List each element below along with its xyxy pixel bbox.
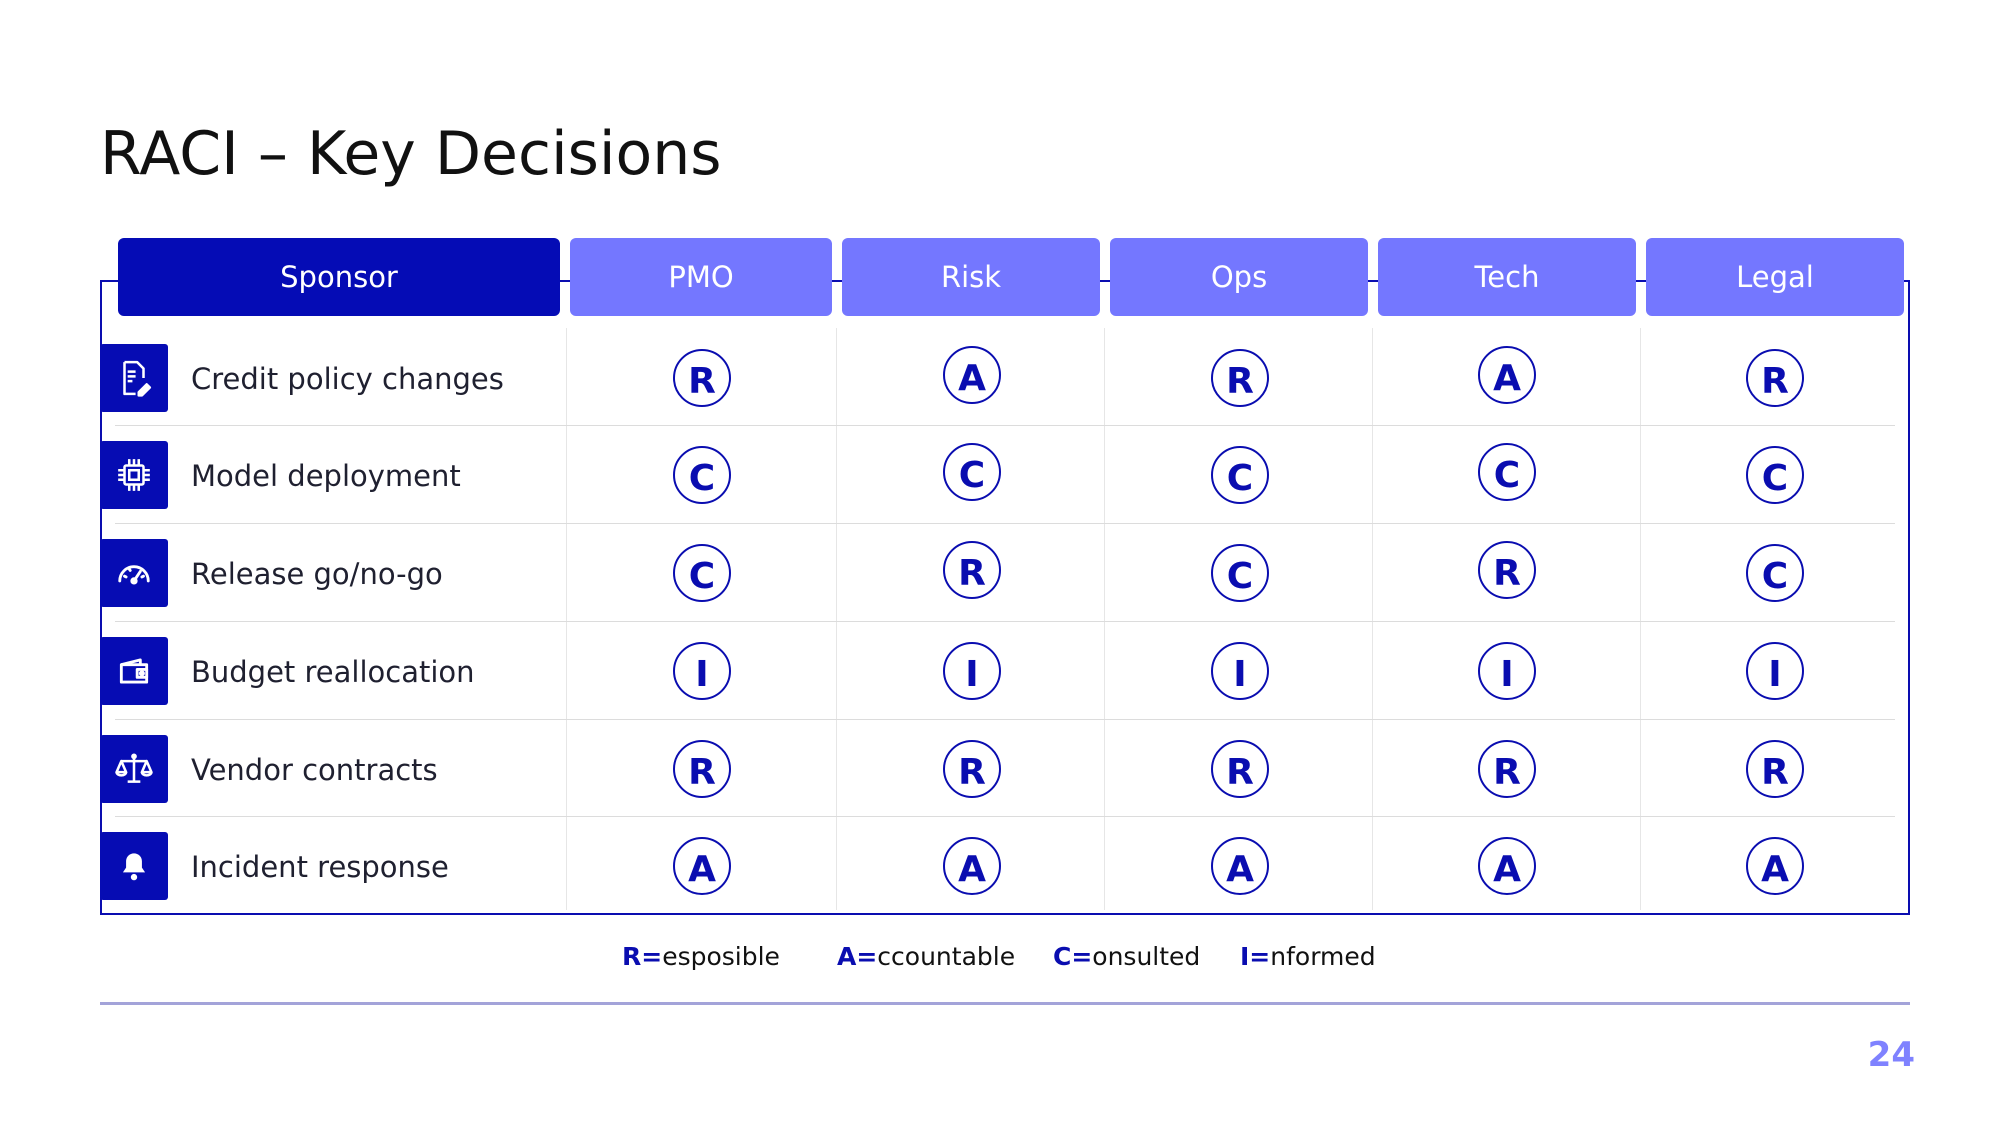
raci-badge: C [943,443,1001,501]
page-number: 24 [1867,1035,1915,1075]
legend-key: A= [837,942,878,971]
legend-item: R=esposible [622,942,780,971]
legend-text: esposible [662,942,780,971]
raci-badge: I [673,642,731,700]
column-header-pmo: PMO [570,238,832,316]
raci-badge: R [1211,349,1269,407]
raci-badge: A [943,346,1001,404]
chip-icon [100,441,168,509]
raci-badge: A [1478,346,1536,404]
table-row: Model deployment C C C C C [100,429,1895,526]
legend-text: nformed [1270,942,1376,971]
raci-badge: R [943,740,1001,798]
gauge-icon [100,539,168,607]
column-header-sponsor: Sponsor [118,238,560,316]
legend-text: onsulted [1092,942,1201,971]
raci-badge: R [673,349,731,407]
row-divider [115,425,1895,426]
column-divider [1104,328,1105,910]
column-header-legal: Legal [1646,238,1904,316]
raci-badge: A [673,837,731,895]
table-row: Budget reallocation I I I I I [100,625,1895,722]
raci-badge: C [1211,446,1269,504]
legend-item: I=nformed [1240,942,1376,971]
row-divider [115,719,1895,720]
column-divider [1640,328,1641,910]
row-divider [115,816,1895,817]
raci-badge: A [1478,837,1536,895]
bell-icon [100,832,168,900]
row-label: Budget reallocation [191,654,475,689]
raci-badge: I [943,642,1001,700]
wallet-icon [100,637,168,705]
raci-badge: I [1478,642,1536,700]
legend-item: A=ccountable [837,942,1015,971]
legend-key: C= [1053,942,1093,971]
row-label: Credit policy changes [191,361,504,396]
row-label: Vendor contracts [191,752,438,787]
document-edit-icon [100,344,168,412]
column-divider [1372,328,1373,910]
raci-badge: R [673,740,731,798]
raci-badge: C [1211,544,1269,602]
row-label: Release go/no-go [191,556,443,591]
slide-title: RACI – Key Decisions [100,119,722,189]
raci-badge: A [1211,837,1269,895]
raci-badge: C [1478,443,1536,501]
raci-badge: C [673,544,731,602]
table-row: Release go/no-go C R C R C [100,527,1895,624]
raci-badge: R [1478,541,1536,599]
raci-badge: I [1746,642,1804,700]
raci-badge: R [943,541,1001,599]
raci-badge: A [943,837,1001,895]
table-row: Credit policy changes R A R A R [100,332,1895,429]
raci-badge: C [1746,446,1804,504]
footer-divider [100,1002,1910,1005]
column-header-ops: Ops [1110,238,1368,316]
column-divider [566,328,567,910]
scales-icon [100,735,168,803]
legend-item: C=onsulted [1053,942,1200,971]
raci-badge: C [1746,544,1804,602]
raci-badge: R [1478,740,1536,798]
raci-badge: I [1211,642,1269,700]
row-label: Model deployment [191,458,461,493]
row-divider [115,523,1895,524]
raci-badge: A [1746,837,1804,895]
column-header-tech: Tech [1378,238,1636,316]
legend-key: R= [622,942,663,971]
column-divider [836,328,837,910]
row-label: Incident response [191,849,449,884]
table-row: Incident response A A A A A [100,820,1895,917]
legend-text: ccountable [877,942,1016,971]
row-divider [115,621,1895,622]
legend-key: I= [1240,942,1271,971]
column-header-risk: Risk [842,238,1100,316]
raci-badge: C [673,446,731,504]
raci-badge: R [1211,740,1269,798]
raci-badge: R [1746,349,1804,407]
raci-badge: R [1746,740,1804,798]
table-row: Vendor contracts R R R R R [100,723,1895,820]
